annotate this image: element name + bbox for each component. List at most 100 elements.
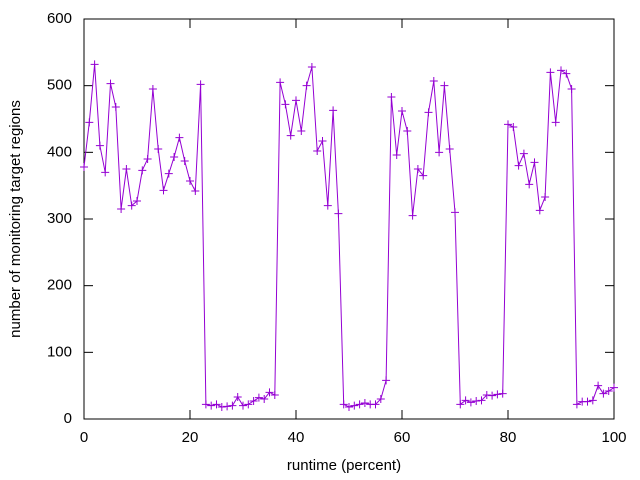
point-marker [440, 81, 449, 90]
point-marker [186, 177, 194, 185]
point-marker [265, 388, 274, 397]
point-marker [382, 376, 391, 385]
point-marker [244, 400, 253, 409]
x-tick-label: 20 [182, 429, 199, 446]
point-marker [170, 153, 179, 161]
point-marker [567, 85, 576, 93]
point-marker [451, 208, 459, 217]
point-marker [599, 389, 608, 398]
x-tick-label: 80 [500, 429, 517, 446]
point-marker [207, 401, 216, 410]
point-marker [525, 180, 534, 189]
point-marker [514, 161, 523, 170]
point-marker [350, 401, 359, 410]
point-marker [392, 151, 401, 159]
point-marker [583, 397, 592, 406]
point-marker [498, 389, 507, 398]
point-marker [493, 390, 502, 399]
point-marker [477, 396, 486, 405]
point-marker [535, 206, 544, 215]
point-marker [408, 211, 417, 220]
point-marker [292, 96, 300, 105]
point-marker [588, 396, 597, 405]
point-marker [180, 157, 189, 165]
point-marker [117, 205, 126, 213]
point-marker [127, 201, 136, 210]
y-tick-label: 400 [47, 143, 72, 160]
point-marker [249, 397, 258, 405]
point-marker [557, 66, 565, 75]
point-marker [106, 79, 115, 88]
point-marker [530, 158, 539, 167]
y-axis-label: number of monitoring target regions [7, 100, 24, 338]
point-marker [610, 383, 618, 392]
point-marker [482, 391, 491, 399]
point-marker [101, 168, 110, 177]
point-marker [541, 193, 550, 201]
x-axis-label: runtime (percent) [287, 457, 401, 474]
point-marker [466, 398, 475, 407]
point-marker [254, 393, 263, 402]
point-marker [133, 197, 141, 205]
y-tick-label: 200 [47, 277, 72, 294]
point-marker [504, 120, 512, 129]
point-marker [90, 60, 99, 69]
x-tick-label: 100 [601, 429, 626, 446]
point-marker [175, 133, 184, 142]
point-marker [445, 145, 454, 153]
point-marker [228, 401, 237, 410]
point-marker [196, 80, 205, 89]
point-marker [122, 165, 131, 173]
plot-border [83, 18, 615, 420]
point-marker [318, 137, 327, 145]
point-marker [456, 400, 465, 409]
point-marker [80, 163, 88, 171]
point-marker [546, 68, 555, 77]
point-marker [307, 63, 316, 71]
point-marker [403, 127, 412, 135]
point-marker [419, 171, 428, 180]
point-marker [604, 387, 613, 395]
point-marker [376, 395, 385, 403]
point-marker [159, 186, 168, 195]
point-marker [191, 187, 200, 195]
point-marker [212, 400, 221, 409]
point-marker [111, 103, 120, 111]
point-marker [334, 209, 343, 218]
point-marker [424, 108, 433, 117]
point-marker [519, 149, 528, 158]
point-marker [270, 391, 279, 399]
point-marker [138, 166, 147, 175]
point-marker [239, 401, 247, 410]
point-marker [302, 81, 311, 90]
point-marker [85, 118, 94, 127]
point-marker [329, 106, 338, 115]
point-marker [286, 131, 295, 140]
point-marker [95, 141, 104, 150]
y-tick-label: 100 [47, 343, 72, 360]
point-marker [371, 400, 380, 409]
x-tick-label: 0 [80, 429, 88, 446]
point-marker [551, 118, 560, 127]
point-marker [413, 165, 422, 173]
point-marker [164, 169, 173, 178]
point-marker [461, 396, 470, 405]
point-marker [143, 155, 152, 163]
point-marker [488, 391, 497, 400]
point-marker [355, 400, 364, 409]
point-marker [154, 145, 163, 153]
point-marker [339, 400, 348, 409]
point-marker [429, 77, 438, 85]
point-marker [435, 148, 444, 157]
point-marker [297, 127, 306, 135]
y-tick-label: 500 [47, 77, 72, 94]
x-tick-label: 40 [288, 429, 305, 446]
point-marker [233, 393, 242, 401]
point-marker [223, 402, 232, 411]
point-marker [387, 93, 396, 101]
point-marker [281, 100, 290, 109]
point-marker [260, 395, 269, 403]
point-marker [345, 403, 353, 411]
point-marker [398, 107, 406, 115]
